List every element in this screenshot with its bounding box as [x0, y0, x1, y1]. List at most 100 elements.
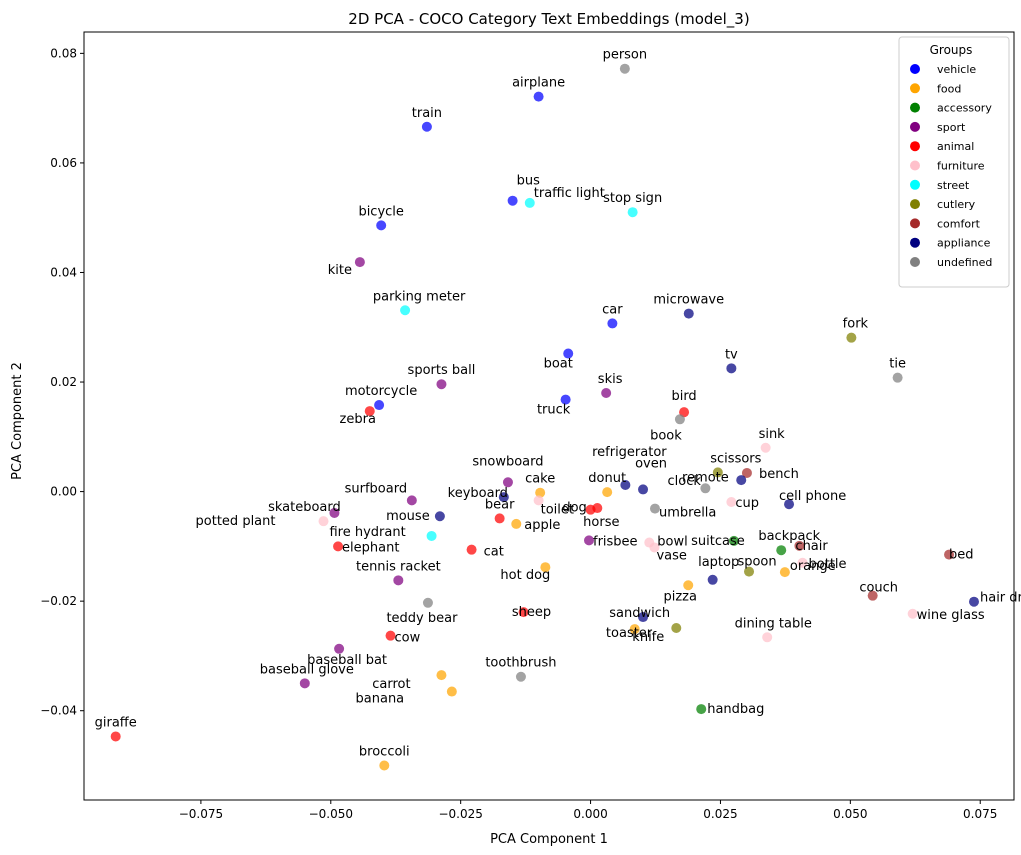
data-point [511, 518, 522, 529]
y-axis-label: PCA Component 2 [10, 362, 25, 480]
y-tick-label: 0.06 [50, 156, 77, 170]
data-point [700, 483, 711, 494]
point-label: chair [795, 539, 828, 554]
data-point [466, 544, 477, 555]
point-label: tennis racket [356, 559, 441, 574]
data-point [426, 530, 437, 541]
point-label: dog [562, 501, 586, 516]
point-label: spoon [737, 555, 776, 570]
data-points [110, 63, 979, 771]
legend: Groups vehicle food accessory sport animal fu… [898, 36, 1010, 288]
point-label: airplane [512, 76, 565, 91]
point-label: boat [544, 357, 573, 372]
y-tick-label: −0.02 [40, 594, 77, 608]
data-point [533, 91, 544, 102]
data-point [540, 562, 551, 573]
point-label: cat [484, 545, 504, 560]
data-point [794, 540, 805, 551]
point-label: train [412, 106, 442, 121]
data-point [638, 612, 649, 623]
point-label: cell phone [779, 489, 846, 504]
data-point [867, 590, 878, 601]
point-label: traffic light [534, 186, 605, 201]
point-label: parking meter [373, 289, 466, 304]
legend-marker [910, 218, 920, 229]
point-label: wine glass [917, 608, 985, 623]
point-label: skateboard [268, 500, 341, 515]
y-tick-label: 0.02 [50, 375, 77, 389]
data-point [299, 678, 310, 689]
point-label: zebra [340, 412, 376, 427]
point-label: pizza [663, 589, 696, 604]
data-point [354, 257, 365, 268]
data-point [674, 414, 685, 425]
legend-marker [910, 83, 920, 94]
point-label: horse [583, 515, 619, 530]
data-point [696, 704, 707, 715]
data-point [364, 406, 375, 417]
point-label: knife [632, 630, 664, 645]
legend-label: street [937, 179, 970, 192]
legend-label: appliance [937, 237, 991, 250]
data-point [374, 400, 385, 411]
point-label: skis [598, 372, 623, 387]
legend-label: undefined [937, 256, 992, 269]
legend-label: furniture [937, 160, 985, 173]
data-point [524, 197, 535, 208]
data-point [629, 624, 640, 635]
data-point [712, 467, 723, 478]
point-label: cake [525, 472, 555, 487]
data-point [318, 516, 329, 527]
point-label: bird [671, 389, 696, 404]
data-point [968, 596, 979, 607]
legend-label: cutlery [937, 198, 976, 211]
data-point [762, 632, 773, 643]
data-point [498, 492, 509, 503]
point-label: broccoli [359, 744, 410, 759]
data-point [649, 542, 660, 553]
data-point [592, 503, 603, 514]
legend-marker [910, 257, 920, 267]
legend-marker [910, 179, 920, 190]
point-label: truck [537, 403, 571, 418]
point-label: sheep [512, 605, 551, 620]
plot-frame [83, 31, 1015, 801]
point-label: motorcycle [345, 384, 417, 399]
point-label: book [650, 428, 682, 443]
y-tick-label: −0.04 [40, 704, 77, 718]
legend-marker [910, 102, 920, 113]
data-point [434, 511, 445, 522]
y-tick-label: 0.00 [50, 485, 77, 499]
legend-label: animal [937, 140, 974, 153]
point-label: keyboard [448, 486, 508, 501]
point-label: potted plant [196, 514, 276, 529]
point-label: bed [949, 548, 974, 563]
data-point [619, 63, 630, 74]
point-label: suitcase [691, 534, 745, 549]
data-point [446, 686, 457, 697]
data-point [726, 497, 737, 508]
point-label: car [602, 302, 623, 317]
data-point [607, 318, 618, 329]
data-point [563, 348, 574, 359]
point-label: tv [725, 347, 738, 362]
point-label: snowboard [472, 454, 543, 469]
point-label: teddy bear [386, 611, 458, 626]
legend-title: Groups [930, 43, 973, 57]
point-label: refrigerator [592, 445, 667, 460]
legend-label: vehicle [937, 63, 976, 76]
legend-label: sport [937, 121, 966, 134]
data-point [385, 630, 396, 641]
point-label: bear [485, 497, 515, 512]
point-label: bowl [657, 535, 687, 550]
point-label: remote [682, 470, 729, 485]
data-point [422, 597, 433, 608]
data-point [797, 557, 808, 568]
data-point [494, 513, 505, 524]
chart-title: 2D PCA - COCO Category Text Embeddings (… [348, 10, 749, 29]
data-point [436, 670, 447, 681]
data-point [776, 545, 787, 556]
point-label: bottle [809, 557, 847, 572]
legend-marker [910, 237, 920, 248]
